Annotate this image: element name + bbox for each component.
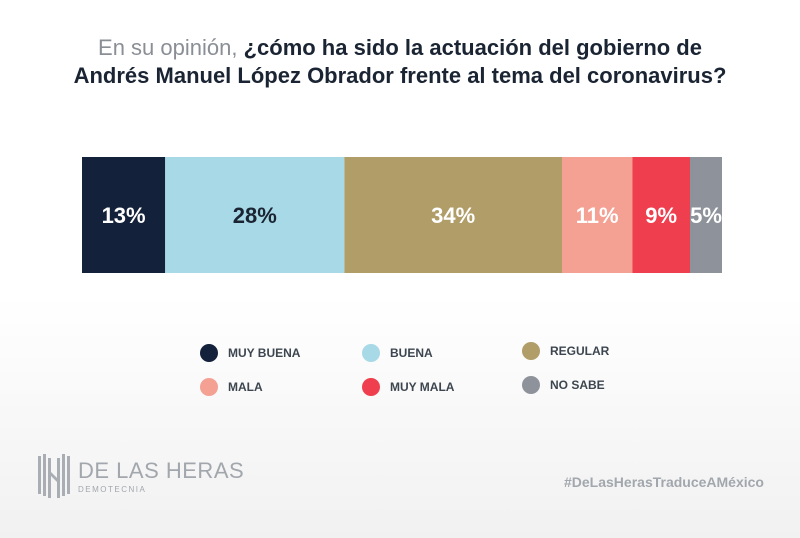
title-intro: En su opinión,	[98, 35, 238, 60]
legend-swatch	[362, 344, 380, 362]
legend-label: REGULAR	[550, 344, 610, 358]
bar-segment-no-sabe	[690, 157, 722, 273]
legend-item-regular: REGULAR	[522, 342, 609, 360]
chart-title: En su opinión, ¿cómo ha sido la actuació…	[40, 34, 760, 90]
legend-swatch	[522, 376, 540, 394]
legend-item-muy-mala: MUY MALA	[362, 378, 454, 396]
title-line-1: En su opinión, ¿cómo ha sido la actuació…	[40, 34, 760, 62]
de-las-heras-logo-icon	[38, 454, 70, 498]
bar-segment-muy-mala	[632, 157, 690, 273]
legend-swatch	[200, 378, 218, 396]
legend-item-mala: MALA	[200, 378, 263, 396]
data-label-regular: 34%	[431, 203, 475, 228]
title-question-part-2: Andrés Manuel López Obrador frente al te…	[73, 63, 727, 88]
legend-item-buena: BUENA	[362, 344, 433, 362]
legend-swatch	[362, 378, 380, 396]
legend-label: MUY BUENA	[228, 346, 301, 360]
legend-item-muy-buena: MUY BUENA	[200, 344, 300, 362]
legend-item-no-sabe: NO SABE	[522, 376, 605, 394]
legend-label: BUENA	[390, 346, 433, 360]
bar-segment-regular	[344, 157, 562, 273]
bar-segment-muy-buena	[82, 157, 166, 273]
de-las-heras-logo: DE LAS HERAS DEMOTECNIA	[36, 452, 244, 500]
legend-swatch	[522, 342, 540, 360]
hashtag: #DeLasHerasTraduceAMéxico	[564, 474, 764, 490]
legend-swatch	[200, 344, 218, 362]
bar-segment-mala	[562, 157, 633, 273]
bar-segment-buena	[165, 157, 345, 273]
legend-label: MUY MALA	[390, 380, 455, 394]
legend-label: MALA	[228, 380, 263, 394]
legend-label: NO SABE	[550, 378, 605, 392]
data-label-no-sabe: 5%	[690, 203, 722, 228]
data-label-muy-mala: 9%	[645, 203, 677, 228]
data-label-buena: 28%	[233, 203, 277, 228]
title-question-part-1: ¿cómo ha sido la actuación del gobierno …	[243, 35, 702, 60]
data-label-muy-buena: 13%	[102, 203, 146, 228]
logo-name: DE LAS HERAS	[78, 457, 245, 483]
data-label-mala: 11%	[576, 203, 619, 228]
logo-subtitle: DEMOTECNIA	[78, 484, 147, 494]
